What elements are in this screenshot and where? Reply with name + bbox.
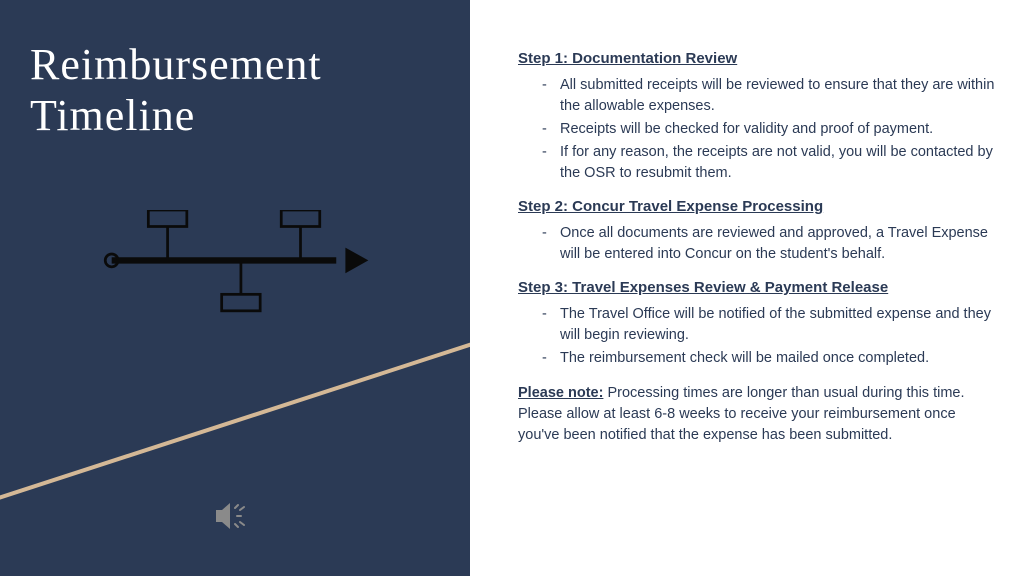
step-heading: Step 2: Concur Travel Expense Processing — [518, 198, 996, 215]
steps-container: Step 1: Documentation Review All submitte… — [518, 50, 996, 369]
step-list-item: Once all documents are reviewed and appr… — [542, 223, 996, 265]
left-panel: Reimbursement Timeline — [0, 0, 470, 576]
step-list: All submitted receipts will be reviewed … — [542, 75, 996, 184]
step-list: Once all documents are reviewed and appr… — [542, 223, 996, 265]
step-list: The Travel Office will be notified of th… — [542, 304, 996, 369]
speaker-icon — [210, 496, 250, 536]
step-list-item: The Travel Office will be notified of th… — [542, 304, 996, 346]
step-heading: Step 1: Documentation Review — [518, 50, 996, 67]
step-heading: Step 3: Travel Expenses Review & Payment… — [518, 279, 996, 296]
step-list-item: If for any reason, the receipts are not … — [542, 142, 996, 184]
step-list-item: All submitted receipts will be reviewed … — [542, 75, 996, 117]
right-panel: Step 1: Documentation Review All submitte… — [470, 0, 1024, 576]
page-title: Reimbursement Timeline — [30, 40, 440, 141]
timeline-arrow-graphic — [95, 210, 385, 320]
note-paragraph: Please note: Processing times are longer… — [518, 383, 996, 446]
note-label: Please note: — [518, 385, 603, 401]
step-list-item: The reimbursement check will be mailed o… — [542, 348, 996, 369]
accent-diagonal-line — [0, 341, 470, 505]
step-list-item: Receipts will be checked for validity an… — [542, 119, 996, 140]
